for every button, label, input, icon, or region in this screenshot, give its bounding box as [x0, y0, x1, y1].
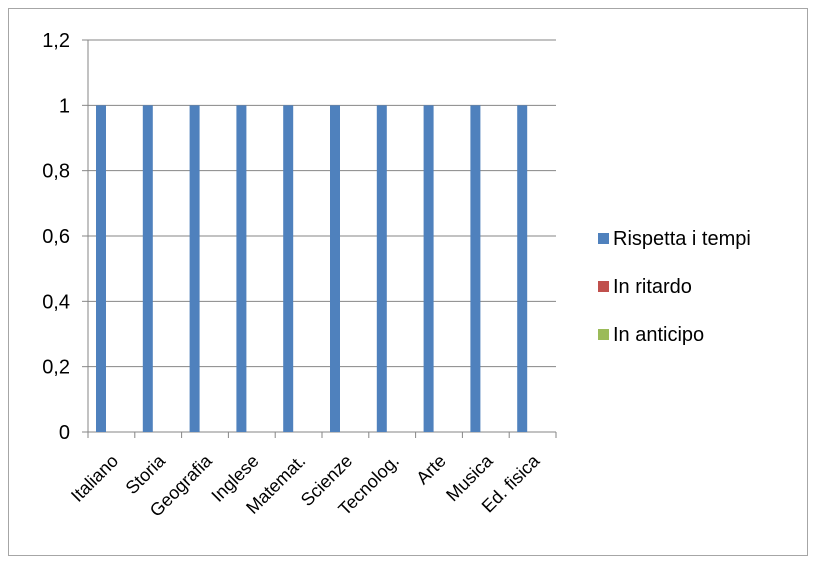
y-tick-label: 0	[59, 422, 70, 444]
bar-storia-0	[142, 105, 153, 432]
x-tick-labels: Italiano StoriaGeografiaIngleseMatemat.Sc…	[67, 450, 544, 521]
chart-frame: 0 0,2 0,4 0,6 0,8 1 1,2 Italiano Storia Geografi…	[8, 8, 808, 556]
bar-geografia-0	[189, 105, 200, 432]
gridlines	[88, 39, 556, 368]
bar-edfisica-0	[517, 105, 528, 432]
axes	[82, 39, 557, 438]
y-tick-label: 0,8	[42, 161, 70, 183]
y-tick-label: 1	[59, 95, 70, 117]
bars	[96, 105, 528, 432]
bar-scienze-0	[330, 105, 340, 432]
y-tick-label: 0,2	[42, 357, 70, 379]
legend-swatch	[598, 281, 609, 292]
legend-swatch	[598, 329, 609, 340]
bar-inglese-0	[236, 105, 247, 432]
legend-swatch	[598, 233, 609, 244]
x-tick-label: Arte	[412, 451, 449, 488]
y-tick-label: 0,6	[42, 226, 70, 248]
bar-arte-0	[423, 105, 434, 432]
bar-musica-0	[470, 105, 481, 432]
legend: Rispetta i tempi In ritardo In anticipo	[598, 228, 751, 346]
bar-italiano-0	[96, 105, 106, 432]
bar-tecnolog-0	[376, 105, 387, 432]
x-tick-label: Italiano	[67, 451, 122, 506]
legend-label: Rispetta i tempi	[613, 228, 751, 250]
bar-chart: 0 0,2 0,4 0,6 0,8 1 1,2 Italiano StoriaGeografi…	[42, 30, 751, 521]
bar-matemat-0	[283, 105, 294, 432]
y-tick-labels: 0 0,2 0,4 0,6 0,8 1 1,2	[42, 30, 70, 444]
y-tick-label: 0,4	[42, 291, 70, 313]
legend-label: In ritardo	[613, 276, 692, 298]
legend-label: In anticipo	[613, 324, 704, 346]
y-tick-label: 1,2	[42, 30, 70, 52]
